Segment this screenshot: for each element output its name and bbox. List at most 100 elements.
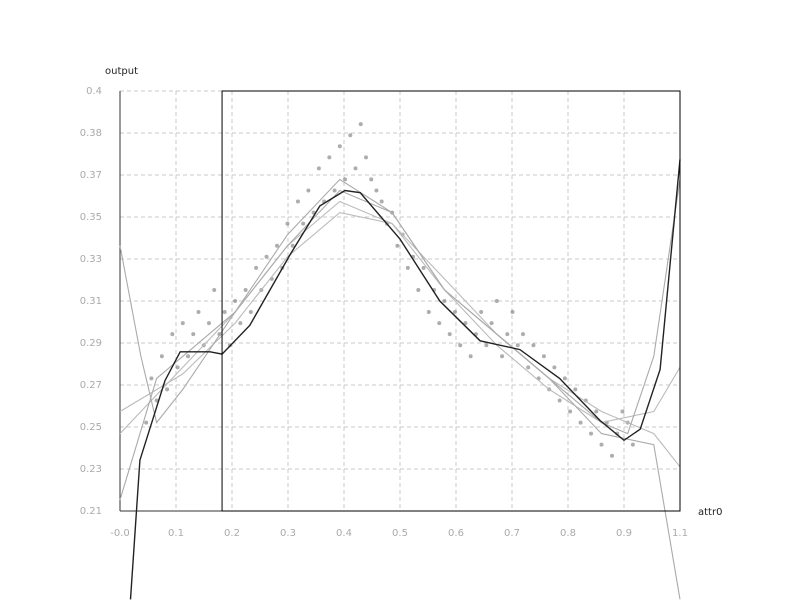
data-point [379,199,384,204]
data-point [154,398,159,403]
data-point [526,365,531,370]
x-tick-label: 0.2 [224,528,240,539]
data-point [463,321,468,326]
x-tick-label: 0.9 [616,528,632,539]
data-point [416,287,421,292]
data-point [437,321,442,326]
data-point [421,265,426,270]
fit-curve [119,189,681,600]
fit-curve [129,159,681,600]
data-point [468,354,473,359]
data-point [295,199,300,204]
data-point [510,310,515,315]
data-point [531,343,536,348]
y-axis-label: output [105,66,138,77]
x-tick-label: 1.1 [672,528,688,539]
data-point [573,387,578,392]
data-point [363,155,368,160]
data-point [494,299,499,303]
data-point [452,310,457,315]
data-point [505,332,510,337]
data-point [212,287,217,292]
y-tick-label: 0.35 [80,212,102,223]
data-point [479,310,484,315]
y-tick-label: 0.4 [86,86,102,97]
data-point [348,133,353,138]
x-tick-label: 0.1 [168,528,184,539]
data-point [306,188,311,193]
data-point [144,420,149,425]
data-point [243,287,248,292]
data-point [369,177,374,182]
data-point [520,332,525,337]
x-tick-label: 0.6 [448,528,464,539]
data-point [165,387,170,392]
y-tick-label: 0.23 [80,464,102,475]
data-point [186,354,191,359]
y-tick-label: 0.38 [80,128,102,139]
data-point [442,299,447,303]
data-point [254,265,259,270]
y-tick-label: 0.21 [80,506,102,517]
data-point [395,243,400,248]
data-point [620,409,625,414]
x-tick-label: 0.4 [336,528,352,539]
data-point [159,354,164,359]
data-point [500,354,505,359]
y-tick-label: 0.29 [80,338,102,349]
data-point [578,420,583,425]
y-tick-label: 0.33 [80,254,102,265]
data-point [332,188,337,193]
data-point [222,310,227,315]
data-point [290,243,295,248]
x-axis-label: attr0 [698,507,722,518]
data-point [630,442,635,447]
data-point [599,442,604,447]
data-point [233,299,238,303]
data-point [552,365,557,370]
data-point [358,122,363,127]
data-point [489,321,494,326]
data-point [541,354,546,359]
data-point [196,310,201,315]
x-tick-label: 0.7 [504,528,520,539]
data-point [337,144,342,149]
data-point [327,155,332,160]
data-point [191,332,196,337]
data-point [568,409,573,414]
data-point [206,321,211,326]
data-point [515,343,520,348]
data-point [405,265,410,270]
data-point [458,343,463,348]
x-tick-label: 0.3 [280,528,296,539]
data-point [238,321,243,326]
data-point [275,243,280,248]
y-tick-label: 0.31 [80,296,102,307]
data-point [594,409,599,414]
data-point [562,376,567,381]
data-point [149,376,154,381]
data-point [447,332,452,337]
data-point [426,310,431,315]
data-point [285,221,290,226]
data-point [374,188,379,193]
data-point [316,166,321,171]
data-point [264,254,269,259]
y-tick-label: 0.37 [80,170,102,181]
selection-box [221,90,681,512]
x-tick-label: 0.5 [392,528,408,539]
data-point [248,310,253,315]
data-point [589,431,594,436]
data-point [180,321,185,326]
data-point [484,343,489,348]
y-tick-label: 0.27 [80,380,102,391]
data-point [557,398,562,403]
x-tick-label: 0.8 [560,528,576,539]
data-point [343,177,348,182]
fit-curve [119,200,681,434]
data-point [301,221,306,226]
data-point [170,332,175,337]
data-point [609,453,614,458]
data-point [175,365,180,370]
